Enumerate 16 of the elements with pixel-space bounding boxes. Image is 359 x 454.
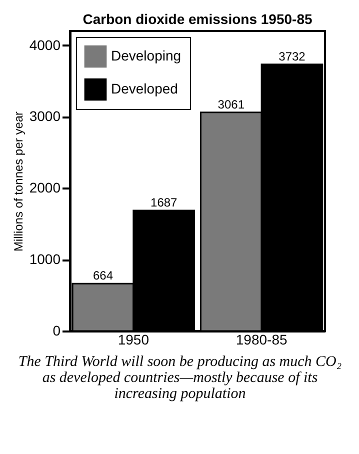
data-label: 664 (92, 268, 114, 283)
y-tick-label: 2000 (29, 180, 61, 196)
y-tick-label: 3000 (29, 108, 61, 124)
y-tick-label: 0 (52, 322, 61, 338)
data-label: 3061 (218, 97, 245, 112)
data-label: 1687 (150, 196, 178, 210)
data-label: 3732 (278, 49, 306, 64)
chart-title: Carbon dioxide emissions 1950-85 (82, 11, 312, 27)
y-tick-label: 1000 (29, 251, 61, 268)
x-tick-label: 1980-85 (236, 332, 288, 348)
y-axis-title: Millions of tonnes per year (11, 111, 26, 252)
text: The Third World will soon be producing as much CO₂ as developed countries—mostly because of its increasing population (17, 354, 343, 402)
y-tick-label: 4000 (29, 36, 61, 53)
legend-label: Developing (111, 48, 182, 64)
legend-label: Developed (111, 80, 178, 96)
x-tick-label: 1950 (118, 332, 150, 348)
